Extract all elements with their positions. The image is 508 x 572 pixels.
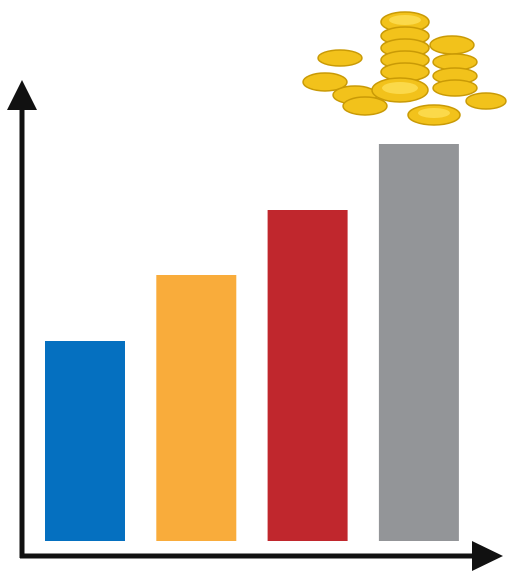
bar	[156, 275, 237, 541]
x-axis-arrow	[472, 541, 503, 571]
y-axis-arrow	[7, 80, 37, 110]
axes	[7, 80, 503, 571]
bar	[378, 144, 459, 541]
coins	[302, 11, 507, 126]
bar	[267, 210, 348, 541]
bar	[45, 341, 125, 541]
